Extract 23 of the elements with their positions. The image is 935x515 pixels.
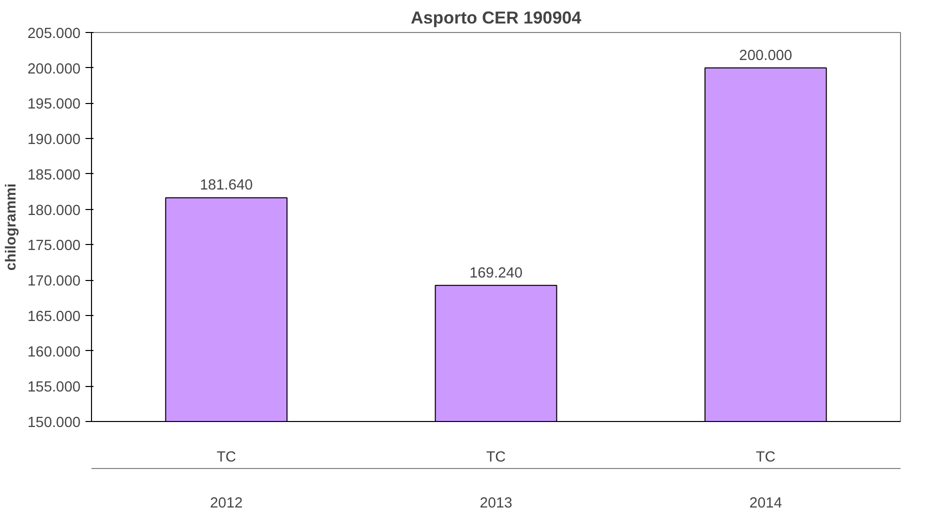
data-label: 169.240	[470, 265, 522, 282]
y-tick-label: 170.000	[28, 274, 81, 290]
x-tick-label: TC	[756, 450, 776, 466]
data-label: 181.640	[200, 178, 253, 194]
y-tick-label: 155.000	[28, 380, 81, 396]
y-tick-label: 165.000	[28, 308, 81, 325]
y-axis-title: chilogrammi	[4, 183, 20, 271]
y-tick-label: 185.000	[28, 167, 81, 184]
y-tick-label: 190.000	[28, 132, 81, 148]
data-label: 200.000	[739, 48, 792, 64]
text: 2013	[480, 496, 512, 512]
y-tick-label: 150.000	[28, 415, 81, 431]
y-tick-label: 195.000	[28, 96, 81, 113]
y-tick-label: 205.000	[28, 26, 81, 42]
chart-title: Asporto CER 190904	[410, 8, 582, 28]
y-tick-label: 180.000	[28, 202, 81, 219]
y-tick-label: 175.000	[28, 238, 81, 254]
y-tick-label: 200.000	[28, 61, 81, 78]
x-tick-label: TC	[216, 450, 237, 466]
y-tick-label: 160.000	[28, 344, 81, 360]
text: 2014	[749, 496, 782, 512]
text: 2012	[210, 496, 243, 512]
x-tick-label: TC	[486, 450, 506, 466]
